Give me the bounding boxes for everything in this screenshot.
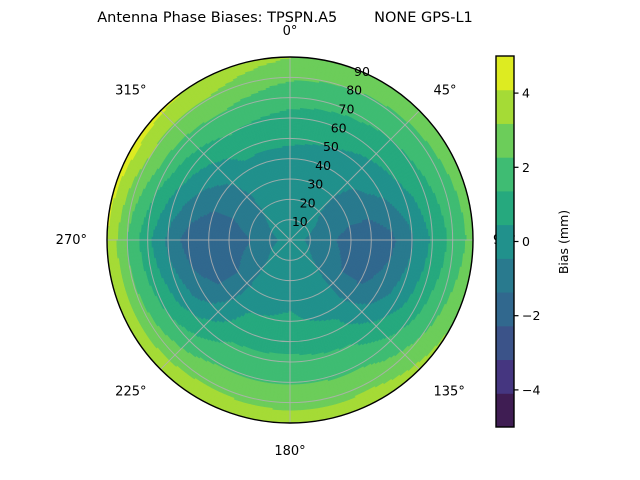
- radial-tick-label: 90: [354, 64, 370, 79]
- theta-tick-label: 180°: [274, 444, 305, 459]
- polar-gridlines: [106, 56, 474, 424]
- colorbar-ticks: 4 2 0 −2 −4: [514, 86, 540, 397]
- radial-tick-label: 10: [292, 214, 308, 229]
- theta-tick-labels: 0°45°90°135°180°225°270°315°: [56, 24, 516, 459]
- radial-tick-label: 30: [307, 177, 323, 192]
- theta-tick-label: 45°: [434, 84, 457, 99]
- colorbar[interactable]: 4 2 0 −2 −4 Bias (mm): [495, 55, 571, 428]
- colorbar-band: [496, 190, 514, 226]
- radial-tick-label: 60: [331, 120, 347, 135]
- radial-tick-label: 20: [300, 195, 316, 210]
- colorbar-band: [496, 325, 514, 361]
- colorbar-axis-label: Bias (mm): [556, 210, 571, 274]
- colorbar-tick-label: −2: [522, 308, 540, 323]
- theta-tick-label: 135°: [434, 385, 465, 400]
- polar-outline: [106, 56, 474, 424]
- colorbar-tick-label: 0: [522, 234, 530, 249]
- colorbar-tick-label: −4: [522, 382, 540, 397]
- radial-tick-label: 70: [339, 102, 355, 117]
- colorbar-band: [496, 56, 514, 91]
- colorbar-band: [496, 89, 514, 124]
- colorbar-band: [496, 258, 514, 293]
- colorbar-tick-label: 4: [522, 86, 530, 101]
- theta-tick-label: 315°: [115, 84, 146, 99]
- radial-tick-label: 50: [323, 139, 339, 154]
- theta-tick-label: 270°: [56, 233, 87, 248]
- radial-tick-label: 40: [315, 158, 331, 173]
- theta-tick-label: 0°: [283, 24, 298, 39]
- figure-title: Antenna Phase Biases: TPSPN.A5 NONE GPS-…: [0, 10, 570, 27]
- colorbar-band: [496, 123, 514, 158]
- radial-tick-labels: 10 20 30 40 50 60 70 80 90: [292, 64, 370, 229]
- theta-tick-label: 225°: [115, 385, 146, 400]
- colorbar-band: [496, 292, 514, 327]
- colorbar-band: [496, 224, 514, 259]
- radial-tick-label: 80: [346, 83, 362, 98]
- colorbar-band: [496, 393, 514, 428]
- colorbar-band: [496, 359, 514, 394]
- colorbar-bands: [496, 56, 514, 428]
- colorbar-band: [496, 157, 514, 192]
- colorbar-tick-label: 2: [522, 160, 530, 175]
